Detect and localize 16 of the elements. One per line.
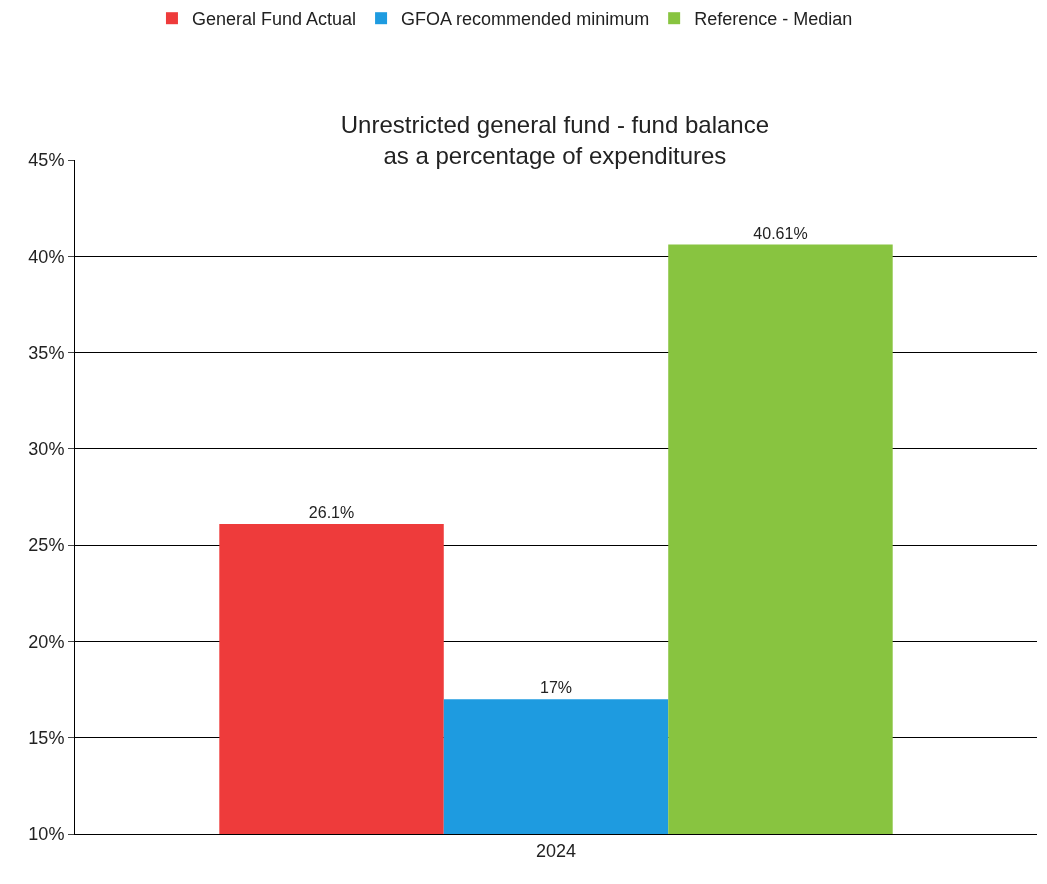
legend-label: GFOA recommended minimum <box>401 9 650 30</box>
data-label: 40.61% <box>753 224 808 242</box>
y-tick-label: 35% <box>28 342 65 363</box>
data-label: 26.1% <box>308 503 355 521</box>
y-tick-label: 20% <box>28 631 65 652</box>
data-label: 17% <box>539 679 573 697</box>
y-tick-label: 45% <box>28 150 65 171</box>
y-tick-label: 10% <box>28 824 65 845</box>
x-tick-label: 2024 <box>535 840 577 861</box>
y-tick-label: 30% <box>28 439 65 460</box>
y-tick-label: 25% <box>28 535 65 556</box>
y-tick-label: 15% <box>28 728 65 749</box>
y-tick-label: 40% <box>28 246 65 267</box>
legend-label: General Fund Actual <box>191 9 357 30</box>
legend-label: Reference - Median <box>694 9 853 30</box>
chart-title: Unrestricted general fund - fund balance as a percentage of expenditures <box>340 110 770 169</box>
